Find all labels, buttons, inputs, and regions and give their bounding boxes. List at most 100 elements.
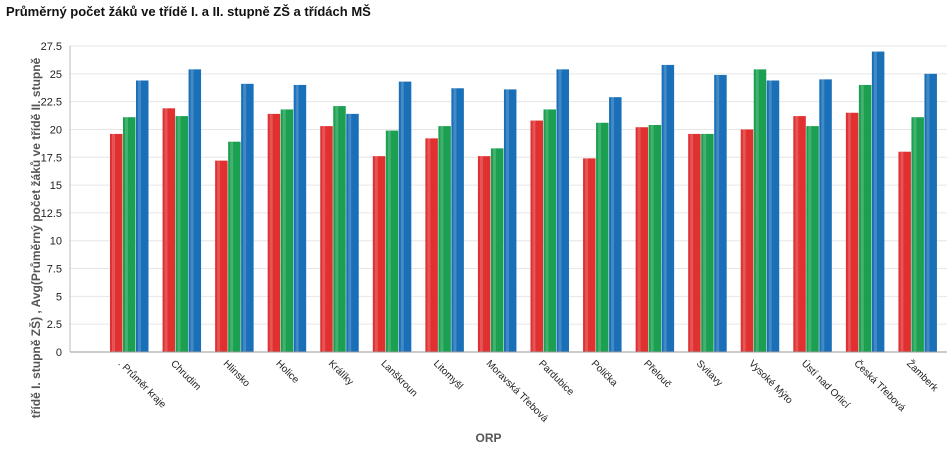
bar (661, 64, 675, 352)
bar-highlight (479, 156, 483, 352)
bar (385, 130, 399, 352)
bar-highlight (427, 138, 431, 352)
bar-highlight (821, 79, 825, 352)
bar (425, 138, 438, 352)
bar (136, 80, 149, 353)
bar-highlight (217, 160, 221, 352)
bar-highlight (492, 148, 496, 352)
bar (293, 84, 307, 352)
bar-highlight (125, 117, 128, 353)
bar (858, 84, 872, 352)
bar (477, 156, 491, 352)
bar-highlight (453, 88, 457, 353)
bar (556, 69, 569, 352)
x-tick-label: Přelouč (641, 358, 673, 390)
y-tick-label: 5 (56, 291, 62, 303)
x-tick-label: Lanškroun (378, 358, 419, 399)
bar-highlight (138, 80, 141, 353)
bar-highlight (387, 130, 391, 352)
bar-highlight (374, 156, 378, 352)
x-tick-label: Ústí nad Orlicí (799, 357, 853, 411)
x-tick-label: . Průměr kraje (116, 358, 169, 411)
bar (635, 127, 649, 352)
bar-highlight (795, 116, 799, 352)
bar (320, 126, 333, 352)
y-tick-labels: 0 2.5 5 7.5 10 12.5 15 17.5 20 22.5 25 27.5 (41, 41, 62, 359)
x-tick-label: Králíky (326, 358, 355, 387)
bar-highlight (177, 116, 181, 352)
bar-highlight (637, 127, 641, 352)
y-tick-label: 0 (56, 347, 62, 359)
bar (162, 108, 176, 352)
bar (806, 126, 819, 352)
bar-highlight (230, 141, 234, 352)
bar-highlight (190, 69, 194, 352)
bar (438, 126, 451, 352)
bar-highlight (611, 97, 615, 352)
y-tick-label: 27.5 (41, 41, 62, 53)
bar (793, 116, 806, 352)
chart-title: Průměrný počet žáků ve třídě I. a II. st… (6, 4, 371, 19)
x-tick-label: Žamberk (904, 357, 942, 395)
bar (490, 148, 504, 352)
bar (346, 113, 359, 352)
bar-highlight (755, 69, 759, 352)
bar (123, 117, 136, 353)
y-tick-label: 10 (50, 236, 62, 248)
bar-highlight (742, 129, 746, 352)
x-tick-label: Chrudim (168, 358, 203, 393)
y-tick-label: 15 (50, 180, 62, 192)
y-axis-title: třídě I. stupně ZŠ) , Avg(Průměrný počet… (28, 57, 43, 418)
x-tick-label: Polička (589, 358, 620, 389)
bar (701, 133, 714, 352)
y-tick-label: 22.5 (41, 97, 62, 109)
bar-highlight (913, 117, 917, 353)
bar-highlight (663, 64, 667, 352)
bar (188, 69, 202, 352)
y-tick-label: 7.5 (47, 264, 62, 276)
x-tick-label: Hlinsko (221, 358, 252, 389)
x-tick-label: Svitavy (694, 358, 725, 389)
bar (267, 113, 281, 352)
bar-highlight (650, 125, 654, 353)
y-tick-label: 17.5 (41, 152, 62, 164)
bar (911, 117, 924, 353)
bar (596, 122, 609, 352)
bar-highlight (690, 133, 694, 352)
bar (766, 80, 780, 353)
bar-highlight (860, 84, 864, 352)
bar (110, 133, 123, 352)
bars-group (110, 51, 937, 353)
bar-highlight (873, 51, 877, 353)
bar-highlight (243, 83, 247, 352)
bar-highlight (900, 151, 904, 352)
x-tick-label: Pardubice (536, 358, 576, 398)
x-tick-label: Holice (273, 358, 301, 386)
x-tick-label: Litomyšl (431, 358, 465, 392)
bar-highlight (558, 69, 562, 352)
bar-highlight (440, 126, 444, 352)
bar-highlight (585, 158, 589, 352)
bar-highlight (505, 89, 509, 352)
bar-highlight (847, 112, 851, 352)
bar-highlight (348, 113, 352, 352)
bar (175, 116, 189, 352)
y-tick-label: 20 (50, 124, 62, 136)
bar-highlight (269, 113, 273, 352)
bar (398, 81, 412, 352)
bar (543, 109, 556, 353)
bar-highlight (400, 81, 404, 352)
bar (530, 120, 543, 352)
bar (215, 160, 228, 352)
bar (451, 88, 464, 353)
bar (503, 89, 517, 352)
bar (714, 74, 727, 352)
bar (924, 73, 937, 353)
bar (372, 156, 386, 352)
y-tick-label: 25 (50, 69, 62, 81)
bar-highlight (164, 108, 168, 352)
bar (898, 151, 911, 352)
bar (609, 97, 622, 352)
bar-highlight (545, 109, 549, 353)
